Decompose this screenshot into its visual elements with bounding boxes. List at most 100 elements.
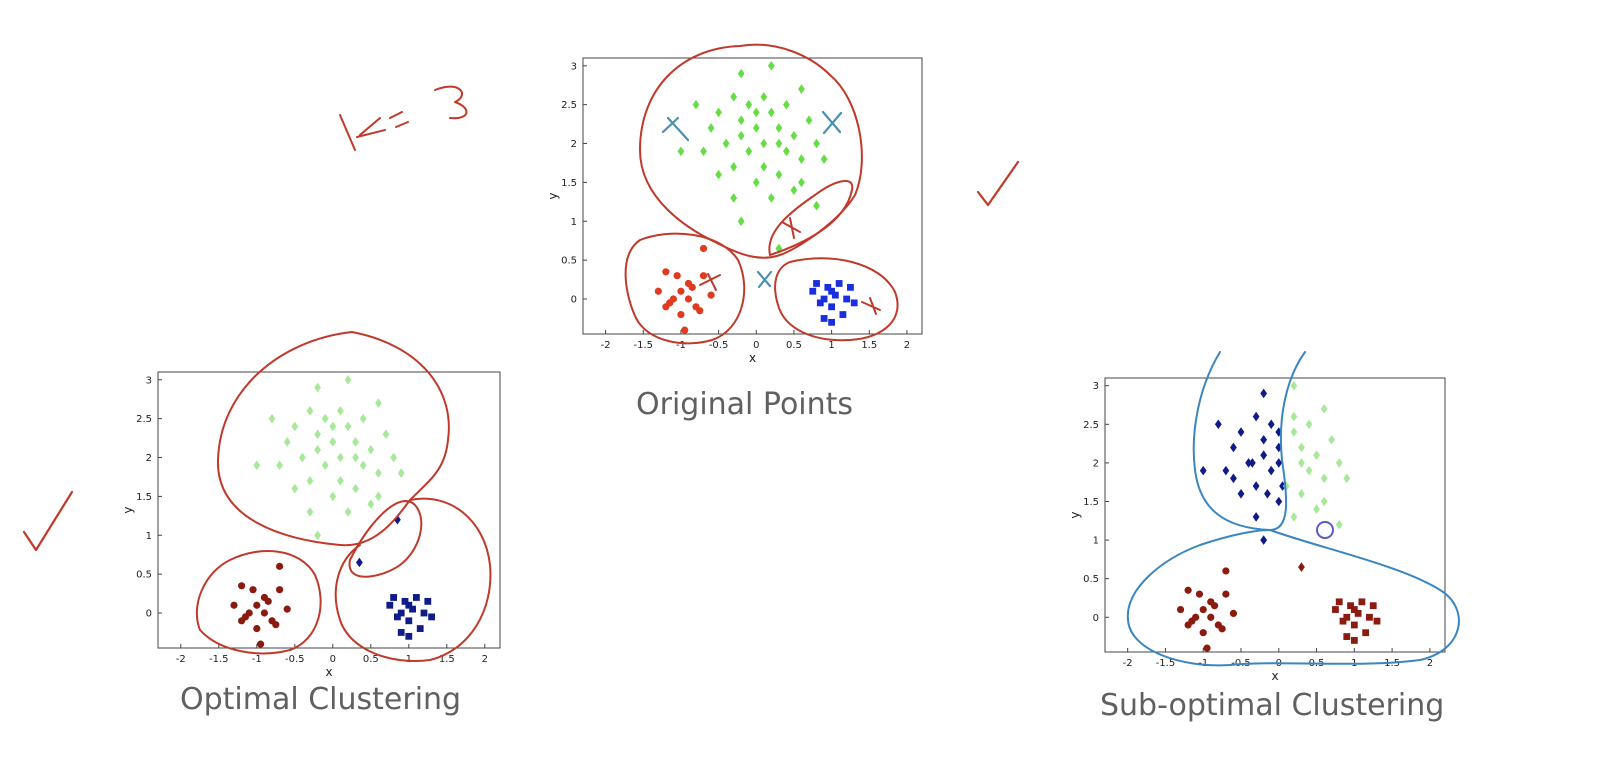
data-point (337, 476, 344, 486)
data-point (790, 130, 798, 141)
data-point (813, 200, 820, 211)
data-point (283, 437, 291, 447)
data-point (314, 444, 321, 455)
data-point (1313, 450, 1320, 460)
data-point (677, 146, 685, 157)
centroid-mark-6 (861, 297, 881, 315)
data-point (367, 444, 375, 455)
data-point (798, 154, 805, 164)
data-point (1203, 644, 1211, 652)
ink-suboptimal-upper-boundary (1192, 351, 1306, 531)
data-point (405, 601, 413, 609)
data-point (745, 99, 753, 110)
data-point (684, 295, 693, 303)
data-point (413, 594, 420, 601)
data-point (329, 437, 337, 447)
data-point (775, 123, 783, 133)
data-point (828, 303, 835, 311)
data-point (337, 406, 344, 416)
x-axis-label: x (325, 665, 332, 679)
data-point (1199, 605, 1207, 614)
x-tick-label: 0.5 (363, 654, 379, 665)
x-tick-label: -1.5 (634, 340, 654, 351)
data-point (707, 291, 715, 299)
data-point (666, 299, 674, 307)
data-point (752, 123, 760, 133)
x-tick-label: 0.5 (786, 340, 802, 351)
data-point (775, 169, 783, 180)
data-point (367, 499, 375, 509)
ink-k-scribble (339, 85, 468, 151)
data-point (352, 437, 359, 447)
data-point (375, 491, 382, 502)
y-tick-label: 1.5 (1083, 497, 1099, 508)
data-point (306, 507, 314, 517)
data-point (260, 609, 268, 617)
data-point (839, 311, 847, 318)
data-point (1343, 633, 1351, 640)
data-point (253, 624, 261, 633)
centroid-mark-3 (756, 270, 773, 289)
data-point (359, 413, 367, 424)
data-point (306, 406, 314, 416)
data-point (1210, 602, 1219, 610)
y-tick-label: 3 (571, 61, 577, 72)
ink-annotations (22, 43, 1460, 667)
data-point (1343, 473, 1351, 484)
data-point (276, 586, 284, 594)
data-point (321, 413, 329, 424)
data-point (401, 597, 409, 605)
data-point (344, 421, 352, 432)
x-tick-label: 2 (1427, 658, 1433, 669)
y-tick-label: 2 (571, 139, 577, 150)
data-point (1282, 481, 1290, 491)
y-tick-label: 0.5 (136, 570, 152, 581)
data-point (1214, 419, 1222, 430)
data-point (847, 283, 854, 291)
data-point (1369, 602, 1377, 610)
data-point (272, 621, 280, 629)
data-point (1188, 617, 1196, 625)
data-point (390, 594, 397, 601)
data-point (737, 68, 745, 79)
data-point (692, 99, 700, 110)
data-point (775, 243, 783, 254)
data-point (835, 280, 843, 287)
y-tick-label: 1.5 (561, 178, 577, 189)
data-point (420, 609, 428, 617)
data-point (752, 107, 760, 118)
data-point (405, 632, 413, 640)
x-tick-label: 1.5 (439, 654, 455, 665)
data-point (1290, 380, 1298, 391)
data-point (394, 613, 401, 621)
y-tick-label: 2.5 (561, 100, 577, 111)
data-point (737, 216, 745, 227)
y-axis-label: y (1068, 511, 1082, 518)
x-tick-label: -1 (676, 340, 686, 351)
data-point (699, 244, 708, 253)
data-point (1373, 617, 1381, 625)
data-point (397, 629, 405, 636)
data-point (805, 115, 813, 125)
data-point (1222, 465, 1230, 476)
x-tick-label: -1 (252, 654, 262, 665)
data-point (831, 291, 839, 299)
data-point (397, 609, 405, 617)
y-tick-label: 2.5 (136, 414, 152, 425)
data-point (1313, 504, 1320, 515)
data-point (1328, 434, 1336, 445)
data-point (428, 613, 435, 621)
centroid-mark-1 (661, 116, 690, 142)
data-point (352, 452, 359, 463)
ink-check-top (976, 160, 1020, 207)
data-point (1305, 465, 1313, 476)
data-point (688, 283, 696, 291)
data-point (1335, 598, 1343, 606)
data-point (662, 268, 670, 276)
data-point (1207, 613, 1215, 621)
y-tick-label: 0 (146, 609, 152, 620)
centroid-mark-2 (821, 110, 843, 135)
data-point (344, 507, 352, 517)
data-point (654, 287, 662, 295)
